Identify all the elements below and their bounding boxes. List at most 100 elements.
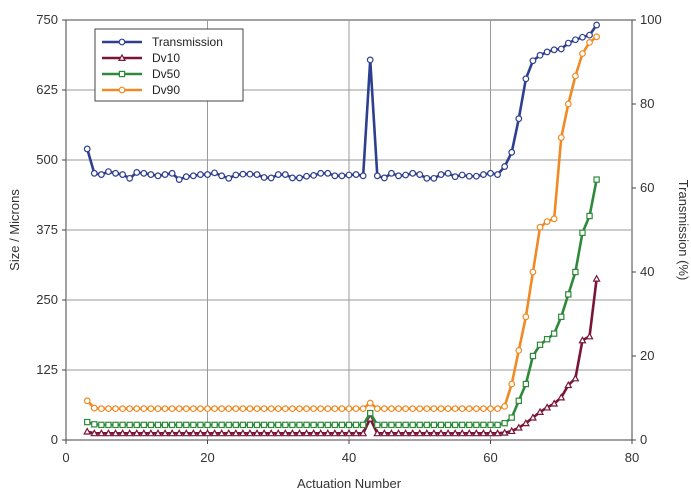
data-point-dv90 bbox=[324, 405, 332, 413]
data-point-dv10 bbox=[104, 429, 113, 437]
data-point-dv50 bbox=[197, 421, 204, 429]
data-point-dv90 bbox=[465, 405, 473, 413]
data-point-dv90 bbox=[572, 72, 579, 80]
y-left-tick-label: 625 bbox=[36, 82, 58, 97]
y-right-tick-label: 40 bbox=[640, 264, 654, 279]
legend-label-dv90: Dv90 bbox=[152, 83, 180, 97]
data-point-dv50 bbox=[451, 421, 459, 429]
data-point-transmission bbox=[388, 169, 395, 177]
data-point-dv10 bbox=[224, 429, 233, 437]
data-point-dv10 bbox=[203, 429, 212, 437]
legend-marker-dv90 bbox=[118, 86, 126, 94]
data-point-transmission bbox=[451, 173, 459, 181]
data-point-dv50 bbox=[303, 421, 310, 429]
data-point-dv50 bbox=[572, 268, 579, 276]
data-point-transmission bbox=[557, 45, 565, 53]
data-point-transmission bbox=[246, 170, 254, 178]
data-point-dv10 bbox=[238, 429, 247, 437]
data-point-transmission bbox=[303, 172, 310, 180]
data-point-dv90 bbox=[579, 50, 586, 57]
data-point-dv10 bbox=[302, 429, 311, 437]
data-point-dv50 bbox=[416, 421, 423, 429]
series-transmission bbox=[83, 21, 601, 184]
data-point-dv10 bbox=[295, 429, 304, 437]
data-point-dv10 bbox=[267, 429, 276, 437]
data-point-transmission bbox=[140, 169, 148, 177]
data-point-dv90 bbox=[225, 405, 233, 413]
data-point-dv90 bbox=[253, 405, 261, 413]
data-point-transmission bbox=[515, 115, 523, 123]
data-point-dv90 bbox=[388, 405, 395, 413]
data-point-transmission bbox=[161, 171, 169, 178]
data-point-dv10 bbox=[429, 429, 438, 437]
data-point-dv10 bbox=[458, 429, 467, 437]
data-point-dv90 bbox=[260, 405, 268, 413]
data-point-dv90 bbox=[289, 405, 296, 413]
data-point-transmission bbox=[409, 169, 417, 177]
data-point-dv50 bbox=[176, 421, 183, 429]
data-point-transmission bbox=[289, 174, 296, 182]
data-point-transmission bbox=[465, 172, 473, 180]
y-left-tick-label: 0 bbox=[51, 432, 58, 447]
data-point-transmission bbox=[529, 57, 537, 65]
data-point-dv10 bbox=[486, 429, 495, 437]
data-point-transmission bbox=[317, 169, 325, 177]
data-point-dv90 bbox=[119, 405, 126, 413]
x-tick-label: 0 bbox=[62, 450, 69, 465]
y-left-tick-label: 125 bbox=[36, 362, 58, 377]
data-point-dv90 bbox=[317, 405, 325, 413]
data-point-dv50 bbox=[161, 421, 169, 429]
data-point-dv90 bbox=[458, 405, 466, 413]
data-point-transmission bbox=[472, 172, 480, 180]
data-point-dv10 bbox=[231, 429, 240, 437]
data-point-dv10 bbox=[436, 429, 445, 437]
data-point-transmission bbox=[97, 171, 105, 178]
data-point-dv50 bbox=[522, 380, 530, 388]
data-point-dv50 bbox=[536, 341, 544, 349]
series-layer bbox=[83, 21, 601, 437]
data-point-dv50 bbox=[126, 421, 133, 429]
data-point-dv50 bbox=[190, 421, 197, 429]
data-point-dv90 bbox=[430, 405, 438, 413]
data-point-dv50 bbox=[345, 421, 353, 429]
data-point-dv50 bbox=[218, 421, 225, 429]
data-point-dv50 bbox=[395, 421, 402, 429]
data-point-transmission bbox=[416, 171, 424, 178]
data-point-dv90 bbox=[182, 405, 190, 413]
data-point-dv10 bbox=[253, 429, 262, 437]
data-point-dv10 bbox=[415, 429, 424, 437]
data-point-dv50 bbox=[437, 421, 445, 429]
data-point-dv10 bbox=[132, 429, 141, 437]
data-point-dv50 bbox=[466, 421, 473, 429]
data-point-dv50 bbox=[275, 421, 282, 429]
y-right-tick-label: 80 bbox=[640, 96, 654, 111]
data-point-dv90 bbox=[437, 405, 445, 413]
data-point-dv50 bbox=[112, 421, 119, 429]
y-left-tick-label: 750 bbox=[36, 12, 58, 27]
data-point-dv10 bbox=[408, 429, 417, 437]
data-point-dv90 bbox=[423, 405, 431, 413]
data-point-dv90 bbox=[444, 405, 452, 413]
data-point-dv90 bbox=[564, 100, 572, 108]
data-point-dv90 bbox=[593, 33, 601, 41]
y-axis-left-title: Size / Microns bbox=[7, 189, 22, 271]
data-point-dv10 bbox=[210, 429, 219, 437]
data-point-dv10 bbox=[514, 423, 523, 431]
y-left-tick-label: 375 bbox=[36, 222, 58, 237]
legend-marker-transmission bbox=[118, 38, 126, 46]
legend-marker-dv50 bbox=[118, 70, 126, 78]
data-point-dv50 bbox=[402, 421, 409, 429]
y-right-tick-label: 100 bbox=[640, 12, 662, 27]
data-point-transmission bbox=[260, 174, 268, 181]
data-point-dv10 bbox=[536, 407, 545, 415]
y-right-tick-label: 0 bbox=[640, 432, 647, 447]
data-point-dv50 bbox=[529, 352, 537, 360]
data-point-dv90 bbox=[529, 268, 537, 276]
data-point-transmission bbox=[444, 169, 452, 177]
data-point-transmission bbox=[345, 171, 353, 179]
data-point-transmission bbox=[253, 171, 261, 178]
data-point-dv10 bbox=[521, 418, 530, 427]
y-right-tick-label: 60 bbox=[640, 180, 654, 195]
data-point-transmission bbox=[154, 172, 162, 180]
data-point-dv10 bbox=[97, 429, 106, 437]
